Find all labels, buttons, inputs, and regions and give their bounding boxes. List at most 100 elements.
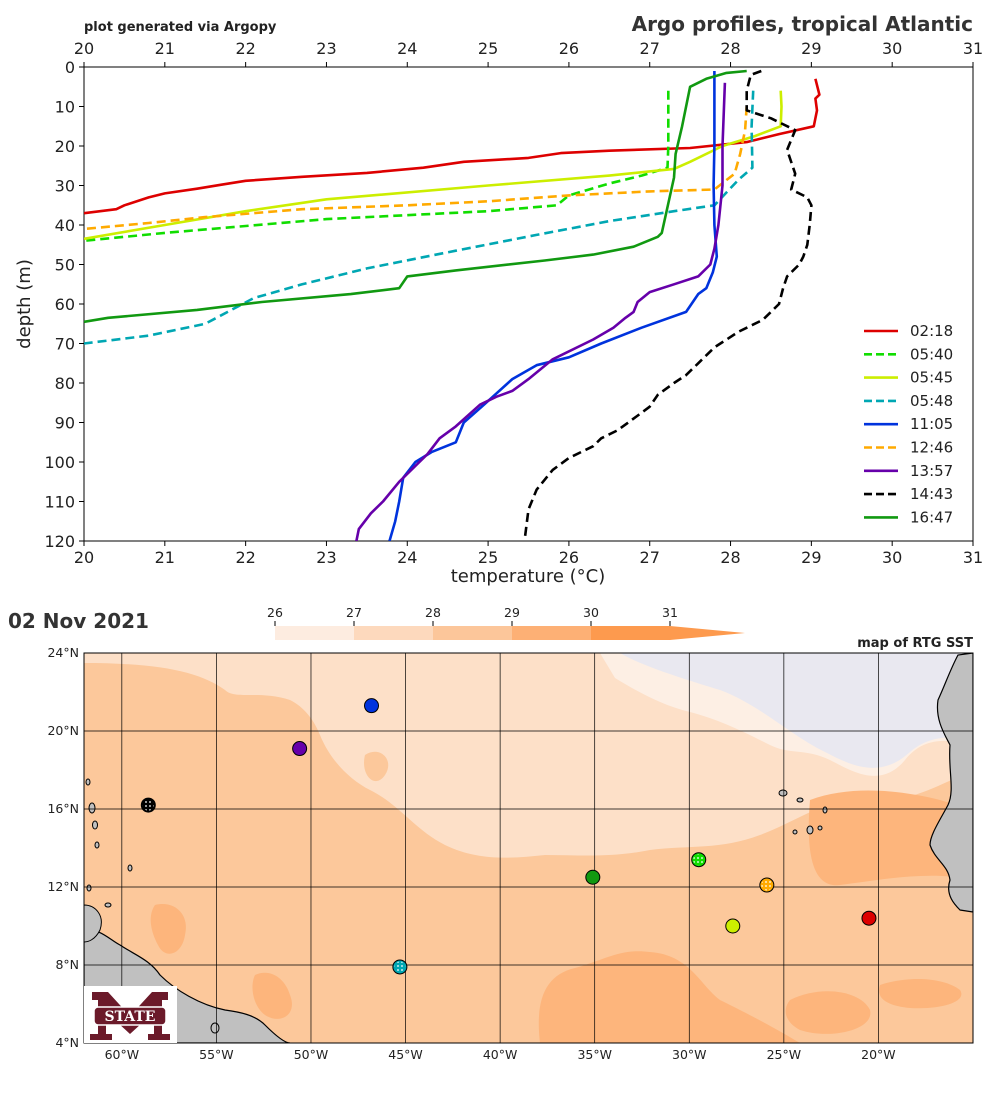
- y-tick-label: 90: [55, 414, 75, 433]
- latitude-label: 20°N: [47, 723, 79, 738]
- y-tick-label: 30: [55, 177, 75, 196]
- profile-location-1647: [585, 869, 601, 885]
- x-tick-label-top: 20: [74, 39, 94, 58]
- argopy-note: plot generated via Argopy: [84, 20, 277, 35]
- profile-line-1443: [523, 69, 813, 541]
- map-frame: [83, 652, 974, 1044]
- profile-line-0540: [84, 90, 670, 243]
- colorbar-tick-label: 28: [425, 605, 441, 620]
- longitude-label: 50°W: [294, 1047, 329, 1062]
- profile-line-1357: [355, 82, 727, 541]
- location-dash-marker: [693, 854, 705, 866]
- y-tick-label: 60: [55, 295, 75, 314]
- y-axis-label: depth (m): [14, 259, 35, 349]
- x-tick-label-bottom: 24: [397, 548, 417, 567]
- profile-title: Argo profiles, tropical Atlantic: [632, 12, 973, 36]
- islands: [85, 778, 828, 1034]
- y-tick-label: 70: [55, 335, 75, 354]
- profile-location-0545: [725, 918, 741, 934]
- longitude-label: 20°W: [861, 1047, 896, 1062]
- logo-text: STATE: [105, 1009, 156, 1025]
- location-dash-marker: [761, 879, 773, 891]
- longitude-label: 55°W: [199, 1047, 234, 1062]
- x-tick-label-bottom: 28: [720, 548, 740, 567]
- legend-label: 02:18: [910, 322, 953, 340]
- x-tick-label-bottom: 23: [316, 548, 336, 567]
- ocean-warm-patch-2: [879, 978, 962, 1009]
- ocean-warm-patch: [785, 991, 871, 1034]
- trinidad-coast: [84, 904, 102, 943]
- x-tick-label-top: 27: [640, 39, 660, 58]
- x-tick-label-bottom: 30: [882, 548, 902, 567]
- x-tick-label-top: 30: [882, 39, 902, 58]
- x-tick-label-bottom: 26: [559, 548, 579, 567]
- y-tick-label: 80: [55, 374, 75, 393]
- latitude-label: 16°N: [47, 801, 79, 816]
- colorbar-segment: [354, 626, 434, 640]
- longitude-label: 45°W: [388, 1047, 423, 1062]
- x-tick-label-top: 26: [559, 39, 579, 58]
- map-axis-ticks: 60°W 55°W 50°W 45°W 40°W 35°W 30°W 25°W 20°W 4°N 8…: [47, 645, 895, 1062]
- latitude-label: 8°N: [55, 957, 79, 972]
- colorbar-extend-arrow: [670, 626, 745, 640]
- x-tick-label-top: 22: [235, 39, 255, 58]
- x-axis-label: temperature (°C): [451, 566, 605, 587]
- colorbar-segment: [433, 626, 513, 640]
- colorbar-tick-label: 29: [504, 605, 520, 620]
- ocean-patch: [364, 751, 389, 782]
- profile-location-1105: [364, 698, 380, 714]
- x-tick-label-top: 31: [963, 39, 983, 58]
- profile-plot-frame: [83, 66, 974, 542]
- latitude-label: 24°N: [47, 645, 79, 660]
- y-tick-label: 20: [55, 137, 75, 156]
- profile-line-0548: [84, 90, 755, 345]
- profile-axis-ticks: 20 20 21 21 22 22 23 23 24 24 25 25 26 26 27 27 28 28 29 29…: [44, 39, 983, 567]
- logo-banner: [93, 1006, 167, 1026]
- sst-field: [84, 653, 973, 1043]
- x-tick-label-top: 29: [801, 39, 821, 58]
- x-tick-label-top: 21: [155, 39, 175, 58]
- legend-label: 16:47: [910, 508, 953, 526]
- x-tick-label-bottom: 22: [235, 548, 255, 567]
- profile-locations: [140, 698, 877, 975]
- colorbar-tick-label: 27: [346, 605, 362, 620]
- x-tick-label-bottom: 20: [74, 548, 94, 567]
- latitude-label: 12°N: [47, 879, 79, 894]
- longitude-label: 35°W: [577, 1047, 612, 1062]
- colorbar-segment: [275, 626, 355, 640]
- colorbar-tick-label: 31: [662, 605, 678, 620]
- msu-logo: STATE: [84, 986, 177, 1043]
- latitude-label: 4°N: [55, 1035, 79, 1050]
- y-tick-label: 100: [44, 453, 75, 472]
- x-tick-label-bottom: 31: [963, 548, 983, 567]
- longitude-label: 25°W: [767, 1047, 802, 1062]
- x-tick-label-top: 23: [316, 39, 336, 58]
- x-tick-label-top: 25: [478, 39, 498, 58]
- profile-line-1246: [84, 106, 748, 231]
- legend: 02:18 05:40 05:45 05:48 11:05 12:46 13:57 14:43…: [864, 322, 953, 526]
- x-tick-label-top: 28: [720, 39, 740, 58]
- ocean-warm-west: [150, 904, 186, 954]
- x-tick-label-bottom: 25: [478, 548, 498, 567]
- legend-label: 05:40: [910, 345, 953, 363]
- profile-line-1647: [84, 69, 747, 324]
- colorbar-segment: [512, 626, 592, 640]
- y-tick-label: 110: [44, 493, 75, 512]
- profile-line-0218: [84, 78, 821, 215]
- x-tick-label-top: 24: [397, 39, 417, 58]
- map-title: map of RTG SST: [857, 636, 973, 651]
- profile-location-1357: [292, 741, 308, 757]
- profile-line-1105: [388, 71, 719, 541]
- longitude-label: 40°W: [483, 1047, 518, 1062]
- profile-location-0218: [861, 910, 877, 926]
- colorbar-tick-label: 26: [267, 605, 283, 620]
- map-date: 02 Nov 2021: [8, 609, 149, 633]
- africa-coast: [929, 653, 973, 913]
- legend-label: 13:57: [910, 462, 953, 480]
- ocean-warm-patch-3: [252, 972, 292, 1019]
- legend-label: 05:48: [910, 392, 953, 410]
- colorbar-tick-label: 30: [583, 605, 599, 620]
- colorbar-segment: [591, 626, 671, 640]
- profile-lines: [84, 69, 821, 541]
